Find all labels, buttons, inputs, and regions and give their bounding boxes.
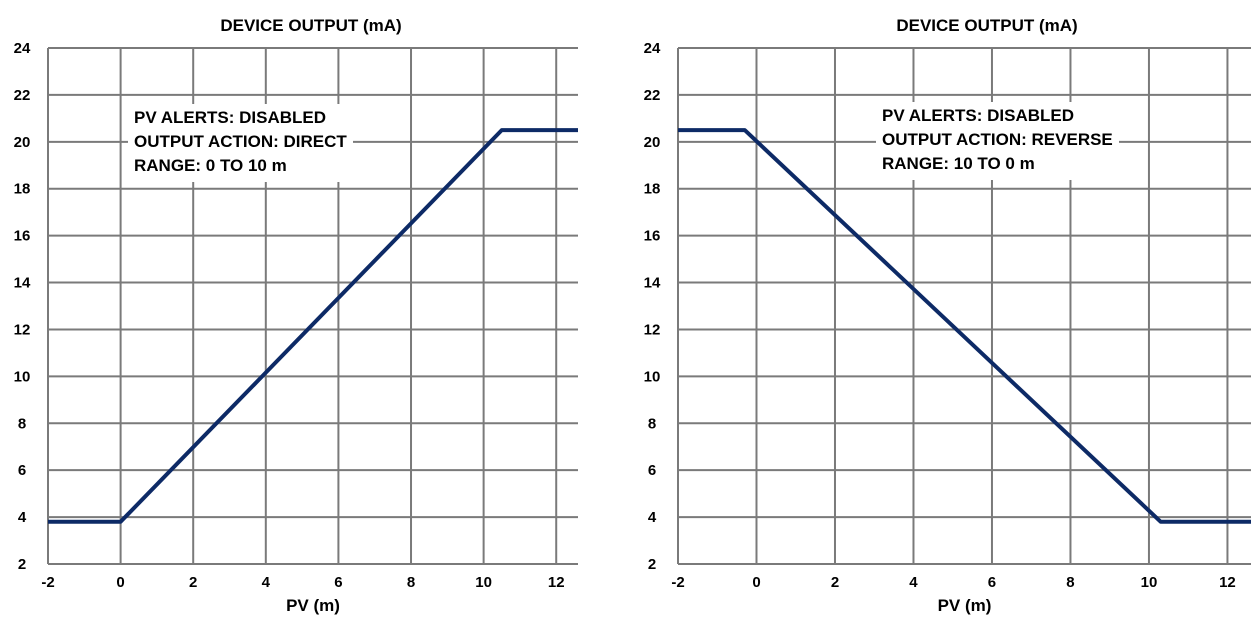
- y-tick-label: 2: [18, 556, 26, 573]
- chart-reverse: 2 4 6 8 10 12 14 16 18 20 22 24 -2 0 2 4 6 8 10 12 DEVICE O…: [631, 0, 1251, 626]
- x-tick-label: 4: [262, 574, 271, 591]
- y-tick-label: 10: [644, 368, 661, 385]
- annotation-line: RANGE: 0 TO 10 m: [134, 156, 287, 175]
- x-tick-label: -2: [41, 574, 54, 591]
- series-line: [48, 128, 578, 524]
- y-tick-label: 20: [14, 134, 31, 151]
- x-tick-label: 6: [988, 574, 996, 591]
- x-tick-label: 4: [909, 574, 918, 591]
- annotation-box: PV ALERTS: DISABLED OUTPUT ACTION: REVER…: [876, 102, 1119, 180]
- y-tick-label: 2: [648, 556, 656, 573]
- y-tick-label: 10: [14, 368, 31, 385]
- chart-direct: 2 4 6 8 10 12 14 16 18 20 22 24 -2 0 2 4 6 8 10 12 DEVICE O…: [0, 0, 620, 626]
- y-tick-label: 8: [18, 415, 26, 432]
- y-tick-label: 4: [18, 509, 27, 526]
- y-tick-label: 16: [14, 228, 31, 245]
- annotation-line: OUTPUT ACTION: REVERSE: [882, 130, 1113, 149]
- x-axis-label: PV (m): [937, 596, 992, 615]
- chart-title: DEVICE OUTPUT (mA): [896, 16, 1078, 35]
- y-tick-label: 14: [14, 275, 31, 292]
- chart-title: DEVICE OUTPUT (mA): [220, 16, 402, 35]
- y-tick-label: 22: [14, 87, 31, 104]
- x-tick-label: 2: [831, 574, 839, 591]
- y-tick-label: 6: [18, 462, 26, 479]
- y-tick-label: 24: [644, 40, 661, 57]
- y-tick-label: 22: [644, 87, 661, 104]
- y-tick-label: 4: [648, 509, 657, 526]
- series-line: [678, 128, 1251, 524]
- y-tick-label: 20: [644, 134, 661, 151]
- annotation-box: PV ALERTS: DISABLED OUTPUT ACTION: DIREC…: [128, 104, 353, 182]
- x-tick-label: 8: [407, 574, 415, 591]
- x-axis-label: PV (m): [286, 596, 340, 615]
- annotation-line: OUTPUT ACTION: DIRECT: [134, 132, 347, 151]
- x-tick-label: 0: [752, 574, 760, 591]
- y-tick-label: 12: [644, 321, 661, 338]
- y-tick-label: 24: [14, 40, 31, 57]
- x-tick-label: 12: [548, 574, 565, 591]
- y-tick-label: 18: [644, 181, 661, 198]
- x-tick-label: 0: [116, 574, 124, 591]
- y-tick-label: 6: [648, 462, 656, 479]
- annotation-line: PV ALERTS: DISABLED: [134, 108, 327, 127]
- y-tick-label: 18: [14, 181, 31, 198]
- y-tick-label: 16: [644, 228, 661, 245]
- annotation-line: RANGE: 10 TO 0 m: [882, 154, 1035, 173]
- x-tick-label: 2: [189, 574, 197, 591]
- x-tick-label: 10: [475, 574, 492, 591]
- x-tick-label: 8: [1066, 574, 1074, 591]
- annotation-line: PV ALERTS: DISABLED: [882, 106, 1075, 125]
- x-tick-label: 6: [334, 574, 342, 591]
- x-tick-label: -2: [671, 574, 684, 591]
- y-tick-label: 14: [644, 275, 661, 292]
- x-tick-label: 12: [1219, 574, 1236, 591]
- y-tick-label: 8: [648, 415, 656, 432]
- x-tick-label: 10: [1141, 574, 1158, 591]
- y-tick-label: 12: [14, 321, 31, 338]
